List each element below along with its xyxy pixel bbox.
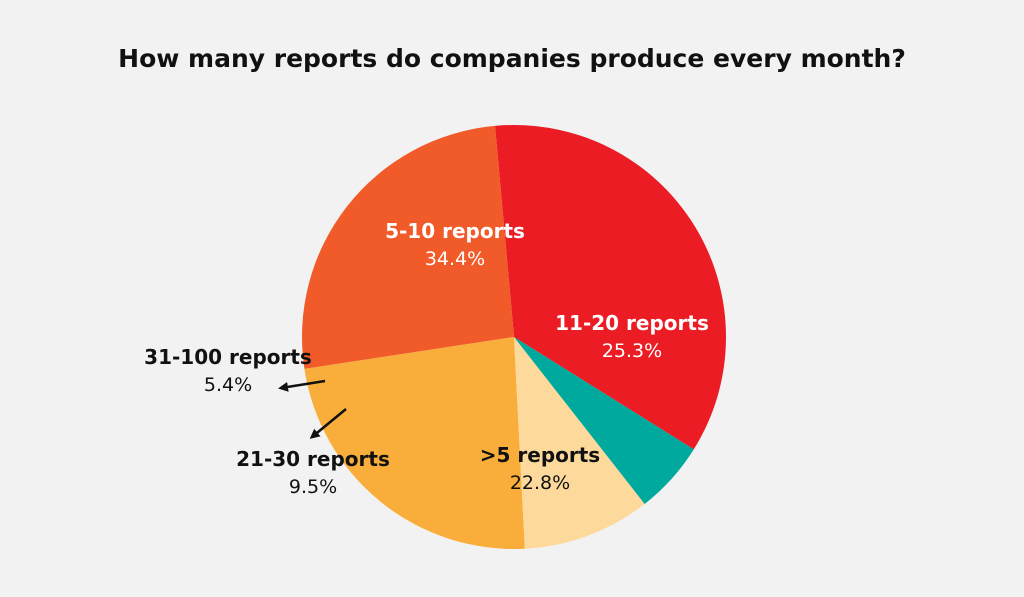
slice-label-under-5: >5 reports	[480, 443, 600, 467]
pie-slice-5-10	[494, 125, 726, 450]
slice-label-31-100: 31-100 reports	[144, 345, 312, 369]
slice-value-under-5: 22.8%	[510, 472, 570, 494]
pie-slice-21-30	[514, 337, 645, 549]
slice-label-21-30: 21-30 reports	[236, 447, 390, 471]
slice-value-11-20: 25.3%	[602, 340, 662, 362]
chart-title: How many reports do companies produce ev…	[118, 44, 906, 73]
slice-value-5-10: 34.4%	[425, 248, 485, 270]
leader-arrow-31-100	[278, 379, 326, 392]
slice-label-11-20: 11-20 reports	[555, 311, 709, 335]
pie-slice-31-100	[514, 337, 694, 504]
pie-slice-11-20	[302, 125, 514, 369]
slice-value-21-30: 9.5%	[289, 476, 337, 498]
slice-value-31-100: 5.4%	[204, 374, 252, 396]
pie-slice-under-5	[304, 337, 525, 549]
slice-label-5-10: 5-10 reports	[385, 219, 525, 243]
leader-arrow-21-30	[309, 408, 347, 439]
